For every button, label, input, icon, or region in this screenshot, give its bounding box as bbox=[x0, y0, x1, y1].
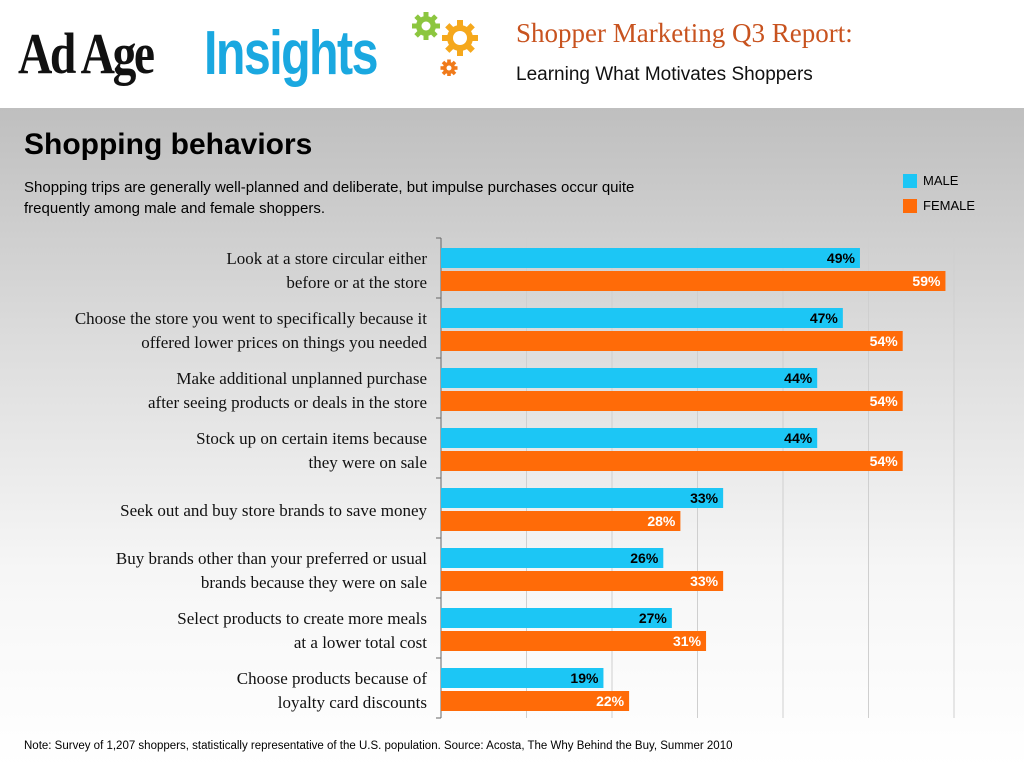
data-label-male: 44% bbox=[784, 370, 813, 386]
bar-male bbox=[441, 428, 818, 448]
bar-male bbox=[441, 548, 664, 568]
data-label-male: 44% bbox=[784, 430, 813, 446]
data-label-male: 27% bbox=[639, 610, 668, 626]
section-description: Shopping trips are generally well-planne… bbox=[24, 179, 635, 217]
category-label: they were on sale bbox=[309, 453, 427, 472]
logo-ad-age: Ad Age bbox=[18, 21, 155, 86]
data-label-male: 33% bbox=[690, 490, 719, 506]
category-label: Choose products because of bbox=[237, 669, 428, 688]
data-label-female: 31% bbox=[673, 633, 702, 649]
legend-swatch-female bbox=[903, 198, 917, 213]
report-title: Shopper Marketing Q3 Report: bbox=[516, 18, 853, 48]
gears-icon bbox=[412, 12, 478, 76]
data-label-female: 54% bbox=[870, 333, 899, 349]
legend-swatch-male bbox=[903, 173, 917, 188]
data-label-female: 54% bbox=[870, 453, 899, 469]
header: Ad Age Insights bbox=[0, 0, 1024, 108]
data-label-male: 19% bbox=[570, 670, 599, 686]
data-label-female: 33% bbox=[690, 573, 719, 589]
data-label-male: 47% bbox=[810, 310, 839, 326]
category-label: Buy brands other than your preferred or … bbox=[116, 549, 427, 568]
category-label: at a lower total cost bbox=[294, 633, 427, 652]
category-label: Make additional unplanned purchase bbox=[176, 369, 427, 388]
category-label: Select products to create more meals bbox=[177, 609, 427, 628]
bar-male bbox=[441, 248, 860, 268]
ad-age-insights-logo: Ad Age Insights bbox=[18, 12, 478, 102]
bar-female bbox=[441, 271, 946, 291]
data-label-male: 49% bbox=[827, 250, 856, 266]
bar-female bbox=[441, 511, 681, 531]
category-label: Seek out and buy store brands to save mo… bbox=[120, 501, 427, 520]
legend-item-female: FEMALE bbox=[903, 198, 975, 213]
bar-female bbox=[441, 571, 724, 591]
section-title: Shopping behaviors bbox=[24, 128, 313, 161]
legend-item-male: MALE bbox=[903, 173, 958, 188]
legend-label-male: MALE bbox=[923, 173, 959, 188]
category-label: offered lower prices on things you neede… bbox=[141, 333, 427, 352]
footnote: Note: Survey of 1,207 shoppers, statisti… bbox=[24, 740, 733, 752]
bar-male bbox=[441, 608, 672, 628]
bar-female bbox=[441, 451, 903, 471]
category-label: Look at a store circular either bbox=[226, 249, 427, 268]
data-label-female: 59% bbox=[912, 273, 941, 289]
data-label-female: 22% bbox=[596, 693, 625, 709]
bar-male bbox=[441, 488, 724, 508]
data-label-male: 26% bbox=[630, 550, 659, 566]
report-subtitle: Learning What Motivates Shoppers bbox=[516, 64, 813, 85]
category-label: loyalty card discounts bbox=[278, 693, 427, 712]
data-label-female: 28% bbox=[647, 513, 676, 529]
bar-male bbox=[441, 308, 843, 328]
category-label: brands because they were on sale bbox=[201, 573, 427, 592]
bar-female bbox=[441, 391, 903, 411]
category-label: after seeing products or deals in the st… bbox=[148, 393, 427, 412]
bar-male bbox=[441, 368, 818, 388]
data-label-female: 54% bbox=[870, 393, 899, 409]
bar-female bbox=[441, 331, 903, 351]
category-label: Choose the store you went to specificall… bbox=[75, 309, 427, 328]
legend-label-female: FEMALE bbox=[923, 198, 976, 213]
bar-male bbox=[441, 668, 604, 688]
bar-female bbox=[441, 691, 630, 711]
category-label: before or at the store bbox=[286, 273, 427, 292]
bar-female bbox=[441, 631, 707, 651]
logo-insights: Insights bbox=[204, 19, 378, 88]
category-label: Stock up on certain items because bbox=[196, 429, 427, 448]
